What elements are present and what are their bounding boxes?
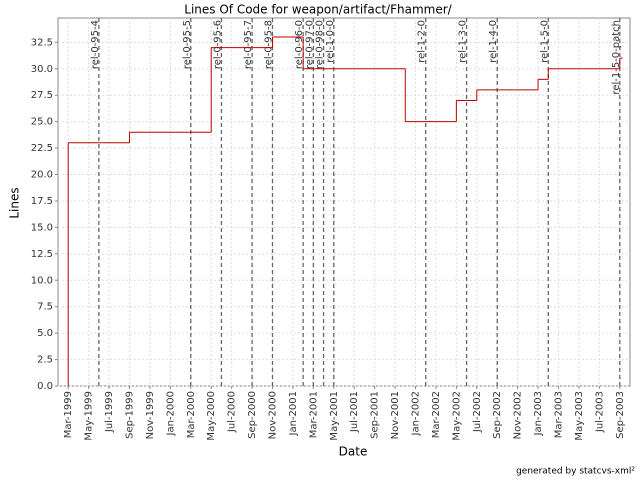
y-tick-label: 17.5 (31, 196, 53, 207)
x-tick-label: Sep-1999 (125, 391, 136, 439)
y-tick-label: 5.0 (37, 328, 53, 339)
y-tick-label: 22.5 (31, 143, 53, 154)
x-tick-label: Nov-2001 (390, 391, 401, 439)
release-label: rel-0-95-7 (243, 20, 254, 69)
x-tick-label: Sep-2002 (492, 391, 503, 439)
release-label: rel-1-4-0 (488, 20, 499, 63)
x-tick-label: Sep-2003 (615, 391, 626, 439)
x-tick-label: Mar-2002 (431, 391, 442, 438)
x-axis-title: Date (339, 445, 368, 459)
release-label: rel-1-2-0 (417, 20, 428, 63)
x-tick-label: May-2000 (206, 391, 217, 441)
x-tick-label: Mar-2001 (308, 391, 319, 438)
release-label: rel-0-95-8 (264, 20, 275, 69)
x-tick-label: Mar-1999 (63, 391, 74, 438)
x-tick-label: May-2003 (574, 391, 585, 441)
x-tick-label: Jul-2000 (227, 391, 238, 433)
y-tick-label: 7.5 (37, 302, 53, 313)
y-tick-label: 10.0 (31, 275, 53, 286)
y-tick-label: 12.5 (31, 249, 53, 260)
release-label: rel-0-95-4 (90, 20, 101, 69)
chart-title: Lines Of Code for weapon/artifact/Fhamme… (184, 3, 452, 17)
x-tick-label: May-1999 (84, 391, 95, 441)
x-tick-label: Sep-2001 (370, 391, 381, 439)
y-tick-label: 20.0 (31, 170, 53, 181)
y-tick-label: 15.0 (31, 222, 53, 233)
y-tick-label: 30.0 (31, 64, 53, 75)
x-tick-label: Jan-2003 (533, 391, 544, 436)
x-tick-label: Mar-2003 (554, 391, 565, 438)
x-tick-label: May-2001 (329, 391, 340, 441)
y-tick-label: 27.5 (31, 90, 53, 101)
y-tick-label: 0.0 (37, 381, 53, 392)
release-label: rel-0-95-5 (182, 20, 193, 69)
release-label: rel-1-5-0 (539, 20, 550, 63)
release-label: rel-1-5-0-patch (611, 20, 622, 95)
x-tick-label: Nov-2000 (268, 391, 279, 439)
x-tick-label: Jul-2001 (349, 391, 360, 433)
release-label: rel-0-96-0 (294, 20, 305, 69)
x-tick-label: Jul-2002 (472, 391, 483, 433)
plot-area (57, 17, 631, 387)
release-label: rel-0-98-0 (315, 20, 326, 69)
x-tick-label: Jul-1999 (104, 391, 115, 433)
x-tick-label: Sep-2000 (247, 391, 258, 439)
x-tick-label: Jan-2002 (411, 391, 422, 436)
x-tick-label: Nov-1999 (145, 391, 156, 439)
x-tick-label: May-2002 (451, 391, 462, 441)
x-tick-label: Jan-2001 (288, 391, 299, 436)
y-tick-label: 25.0 (31, 117, 53, 128)
release-label: rel-0-95-6 (212, 20, 223, 69)
x-tick-label: Jul-2003 (594, 391, 605, 433)
x-tick-label: Mar-2000 (186, 391, 197, 438)
y-tick-label: 32.5 (31, 37, 53, 48)
release-label: rel-0-97-0 (304, 20, 315, 69)
release-label: rel-1-0-0 (325, 20, 336, 63)
y-axis-title: Lines (8, 187, 22, 218)
x-tick-label: Nov-2002 (513, 391, 524, 439)
y-tick-label: 2.5 (37, 355, 53, 366)
release-label: rel-1-3-0 (458, 20, 469, 63)
footer: generated by statcvs-xml² (516, 467, 635, 477)
x-tick-label: Jan-2000 (165, 391, 176, 436)
